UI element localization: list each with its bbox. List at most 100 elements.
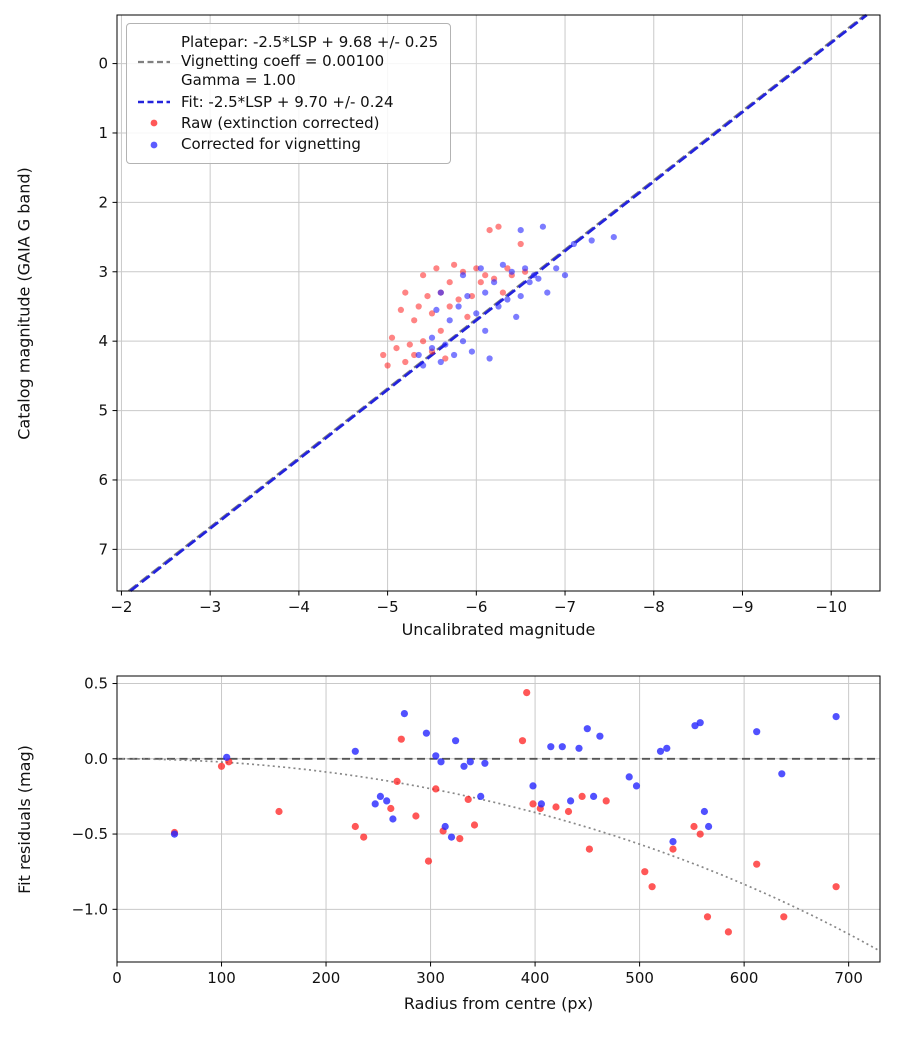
data-point [508,268,515,275]
tick-labels: 0 100 200 300 400 500 600 700 0.5 0.0 −0.5 −1.0 [72,675,863,988]
data-point [437,758,445,766]
data-point [625,773,633,781]
data-point [705,822,713,831]
platepar-label-line2: Vignetting coeff = 0.00100 [181,52,385,71]
data-point [437,289,444,296]
y-tick-label: 4 [98,332,108,350]
x-tick-label: −9 [731,598,753,616]
y-tick-label: −1.0 [72,900,108,918]
data-point [513,313,520,320]
data-point [641,868,649,876]
dashed-line-swatch-icon [138,100,170,104]
data-point [455,303,462,310]
data-point [724,928,733,936]
scatter-series-1 [170,710,840,846]
data-point [561,272,569,279]
data-point [464,313,471,320]
x-tick-label: 400 [521,969,550,987]
magnitude-fit-plot: −2 −3 −4 −5 −6 −7 −8 −9 −10 0 1 2 3 4 5 6 7 [98,13,881,617]
data-point [669,845,677,853]
data-point [387,804,395,813]
data-point [482,327,489,334]
data-point [547,743,555,751]
raw-series-label: Raw (extinction corrected) [181,113,380,132]
data-point [384,362,391,369]
data-point [459,272,467,279]
data-point [553,265,560,272]
data-point [491,279,498,286]
data-point [406,341,413,348]
data-point [690,822,698,831]
data-point [223,753,231,761]
data-point [523,689,531,697]
data-point [442,341,449,348]
data-point [544,289,551,296]
x-tick-label: 700 [834,969,863,987]
data-point [388,334,396,341]
data-point [517,293,524,300]
axes-frame [116,14,881,592]
data-point [428,334,436,341]
x-tick-label: 200 [312,969,341,987]
axes-frame [116,675,881,963]
data-point [585,845,594,853]
x-tick-label: −4 [288,598,310,616]
y-tick-label: 3 [98,263,108,281]
data-point [663,744,671,752]
data-point [522,265,529,272]
y-tick-label: −0.5 [72,825,108,843]
platepar-label-line1: Platepar: -2.5*LSP + 9.68 +/- 0.25 [181,33,439,51]
data-point [696,830,704,838]
data-point [441,822,449,831]
data-point [570,240,578,248]
data-point [753,728,761,736]
data-point [778,770,786,778]
data-point [703,913,712,921]
raw-dot-handle [136,117,172,129]
data-point [504,265,511,272]
data-point [411,317,418,324]
x-tick-label: 500 [625,969,654,987]
data-point [578,792,586,801]
data-point [442,355,449,362]
scatter-series-0 [380,223,529,369]
tick-labels: −2 −3 −4 −5 −6 −7 −8 −9 −10 0 1 2 3 4 5 6 7 [98,55,847,617]
data-point [424,857,433,865]
data-point [275,807,283,816]
platepar-label: Platepar: -2.5*LSP + 9.68 +/- 0.25 Vigne… [181,33,438,91]
data-point [464,795,472,804]
data-point [558,743,566,751]
data-point [351,747,359,755]
data-point [371,800,379,808]
bottom-yaxis-label: Fit residuals (mag) [10,676,38,962]
data-point [477,792,485,801]
y-tick-label: 0.5 [84,675,108,693]
data-point [397,306,404,313]
data-point [832,713,840,721]
data-point [832,883,840,891]
data-point [632,782,641,790]
data-point [455,296,462,303]
data-point [420,362,427,369]
data-point [700,807,709,816]
dashed-line-swatch-icon [138,60,170,63]
x-tick-label: −5 [377,598,399,616]
data-point [420,272,427,279]
data-point [470,821,479,829]
x-tick-label: 300 [416,969,445,987]
data-point [602,797,610,805]
platepar-line-handle [136,56,172,68]
x-tick-label: 600 [730,969,759,987]
x-tick-label: −10 [815,598,847,616]
scatter-series-0 [170,689,840,936]
data-point [477,265,484,272]
data-point [217,762,226,770]
data-point [477,279,484,286]
data-point [517,240,524,248]
legend-entry-raw: Raw (extinction corrected) [136,114,438,133]
data-point [529,782,537,790]
data-point [428,310,436,317]
data-point [446,279,453,286]
corrected-swatch-dot [150,141,158,148]
